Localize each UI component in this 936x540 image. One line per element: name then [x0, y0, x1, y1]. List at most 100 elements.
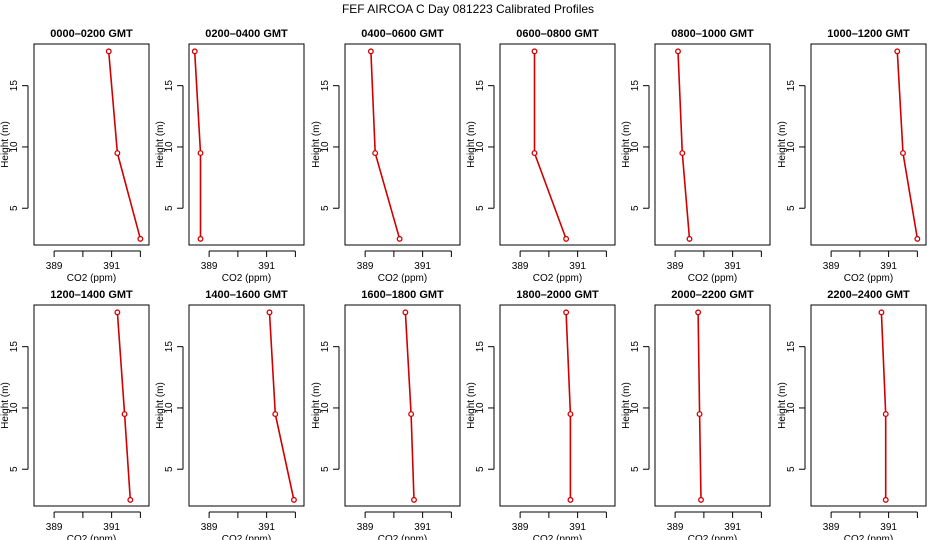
data-point: [531, 48, 538, 55]
co2-profile-line: [565, 312, 572, 500]
x-tick-label: 389: [823, 522, 840, 533]
panel-title: 1800–2000 GMT: [516, 289, 599, 301]
panel-title: 1000–1200 GMT: [827, 28, 910, 40]
data-point: [272, 411, 279, 418]
y-tick-label: 10: [475, 141, 486, 153]
panel-title: 1400–1600 GMT: [205, 289, 288, 301]
x-tick-label: 391: [724, 261, 741, 272]
data-point: [894, 48, 901, 55]
y-tick-label: 10: [320, 402, 331, 414]
figure-title: FEF AIRCOA C Day 081223 Calibrated Profi…: [342, 2, 594, 16]
y-tick-label: 15: [320, 341, 331, 353]
data-point: [914, 235, 921, 242]
y-axis-label: Height (m): [777, 121, 788, 168]
x-tick-label: 389: [46, 261, 63, 272]
data-point: [266, 309, 273, 316]
y-tick-label: 5: [475, 466, 486, 472]
x-axis-label: CO2 (ppm): [222, 273, 271, 284]
y-axis-label: Height (m): [777, 382, 788, 429]
co2-profile-line: [107, 51, 142, 240]
x-axis-label: CO2 (ppm): [844, 534, 893, 540]
plot-frame: [654, 43, 771, 246]
y-axis-label: Height (m): [311, 382, 322, 429]
data-point: [121, 411, 128, 418]
y-tick-label: 15: [164, 341, 175, 353]
y-tick-label: 5: [786, 466, 797, 472]
x-axis-label: CO2 (ppm): [67, 273, 116, 284]
plot-frame: [188, 304, 305, 507]
panel-title: 1200–1400 GMT: [50, 289, 133, 301]
y-axis-label: Height (m): [155, 382, 166, 429]
x-tick-label: 391: [880, 261, 897, 272]
x-axis-label: CO2 (ppm): [533, 273, 582, 284]
x-tick-label: 389: [667, 261, 684, 272]
y-tick-label: 10: [786, 402, 797, 414]
x-tick-label: 391: [258, 261, 275, 272]
y-tick-label: 10: [786, 141, 797, 153]
data-point: [878, 309, 885, 316]
y-tick-label: 5: [630, 205, 641, 211]
data-point: [402, 309, 409, 316]
x-axis-label: CO2 (ppm): [844, 273, 893, 284]
data-point: [900, 150, 906, 157]
y-tick-label: 15: [164, 80, 175, 92]
y-tick-label: 10: [9, 402, 20, 414]
y-axis-label: Height (m): [155, 121, 166, 168]
y-axis-label: Height (m): [621, 121, 632, 168]
panel-title: 2200–2400 GMT: [827, 289, 910, 301]
y-tick-label: 10: [320, 141, 331, 153]
plot-frame: [810, 304, 927, 507]
data-point: [567, 496, 574, 503]
data-point: [567, 411, 574, 418]
x-tick-label: 389: [201, 261, 218, 272]
y-tick-label: 10: [9, 141, 20, 153]
panel-title: 0200–0400 GMT: [205, 28, 288, 40]
plot-frame: [654, 304, 771, 507]
data-point: [367, 48, 374, 55]
data-point: [197, 235, 204, 242]
data-point: [882, 411, 889, 418]
x-axis-label: CO2 (ppm): [222, 534, 271, 540]
data-point: [408, 411, 415, 418]
y-tick-label: 5: [475, 205, 486, 211]
x-axis-label: CO2 (ppm): [67, 534, 116, 540]
y-axis-label: Height (m): [0, 121, 11, 168]
plot-frame: [33, 304, 150, 507]
panel-title: 0600–0800 GMT: [516, 28, 599, 40]
data-point: [882, 496, 889, 503]
y-tick-label: 10: [630, 402, 641, 414]
co2-profile-line: [370, 51, 401, 240]
x-axis-label: CO2 (ppm): [533, 534, 582, 540]
x-tick-label: 391: [103, 261, 120, 272]
x-tick-label: 391: [569, 522, 586, 533]
data-point: [191, 48, 198, 55]
data-point: [531, 150, 538, 157]
data-point: [686, 235, 693, 242]
y-tick-label: 10: [630, 141, 641, 153]
y-tick-label: 15: [9, 80, 20, 92]
x-tick-label: 389: [357, 522, 374, 533]
x-tick-label: 389: [512, 261, 529, 272]
x-tick-label: 389: [512, 522, 529, 533]
data-point: [396, 235, 403, 242]
plot-frame: [344, 43, 461, 246]
y-tick-label: 15: [475, 341, 486, 353]
y-tick-label: 15: [630, 341, 641, 353]
data-point: [563, 309, 570, 316]
data-point: [137, 235, 144, 242]
data-point: [411, 496, 417, 503]
panel-title: 0800–1000 GMT: [671, 28, 754, 40]
y-tick-label: 5: [9, 466, 20, 472]
data-point: [696, 411, 703, 418]
y-tick-label: 5: [786, 205, 797, 211]
data-point: [679, 150, 686, 157]
panel-title: 2000–2200 GMT: [671, 289, 754, 301]
y-axis-label: Height (m): [311, 121, 322, 168]
y-tick-label: 5: [164, 466, 175, 472]
